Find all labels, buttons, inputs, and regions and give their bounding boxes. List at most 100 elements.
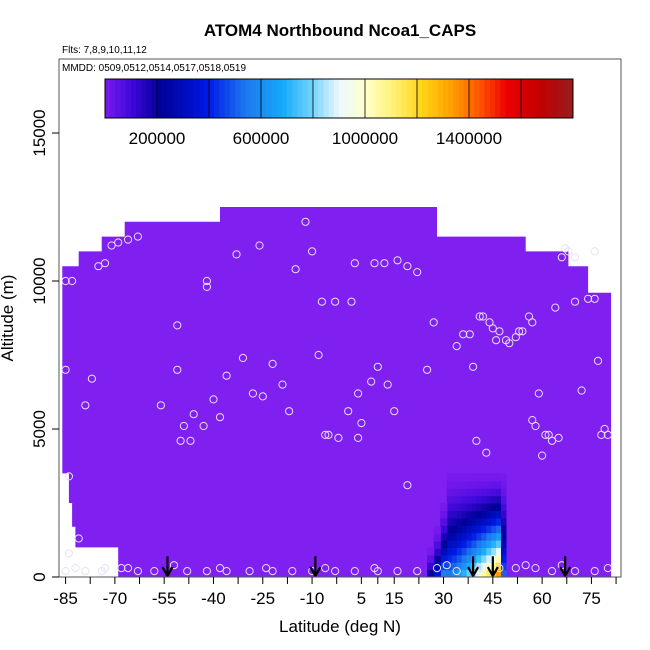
hotspot-cell <box>466 525 472 534</box>
colorbar-cell <box>531 79 537 118</box>
flight-point <box>511 564 520 573</box>
hotspot-cell <box>496 569 502 577</box>
colorbar-cell <box>193 79 199 118</box>
colorbar-cell <box>323 79 329 118</box>
flight-point <box>61 567 70 576</box>
colorbar-cell <box>443 79 449 118</box>
colorbar-cell <box>536 79 543 118</box>
hotspot-cell <box>446 473 453 482</box>
colorbar-cell <box>120 79 127 118</box>
colorbar-cell <box>287 79 293 118</box>
flight-point <box>584 294 593 303</box>
hotspot-cell <box>461 473 468 482</box>
hotspot-cell <box>451 554 458 563</box>
colorbar-cell <box>328 79 335 118</box>
flight-point <box>262 564 271 573</box>
flight-point <box>380 259 389 268</box>
hotspot-cell <box>466 517 472 526</box>
flight-point <box>321 430 330 439</box>
hotspot-cell <box>446 495 453 504</box>
hotspot-cell <box>461 510 468 519</box>
hotspot-cell <box>476 525 482 534</box>
colorbar-cell <box>157 79 163 118</box>
flight-point <box>222 371 231 380</box>
hotspot-cell <box>461 547 468 556</box>
colorbar-cell <box>359 79 366 118</box>
hotspot-cell <box>481 473 487 482</box>
hotspot-cell <box>486 517 492 526</box>
flight-point <box>350 567 359 576</box>
hotspot-cell <box>451 517 458 526</box>
colorbar-cell <box>271 79 277 118</box>
hotspot-cell <box>476 554 482 563</box>
hotspot-cell <box>433 555 441 564</box>
hotspot-cell <box>446 525 453 534</box>
colorbar-cell <box>146 79 153 118</box>
flight-point <box>183 567 192 576</box>
flight-point <box>173 321 182 330</box>
flight-point <box>518 327 527 336</box>
colorbar-cell <box>432 79 439 118</box>
flight-point <box>531 421 540 431</box>
colorbar-cell <box>229 79 236 118</box>
flight-point <box>557 253 566 262</box>
hotspot-cell <box>427 562 435 571</box>
hotspot-cell <box>471 503 477 511</box>
colorbar-cell <box>396 79 402 118</box>
hotspot-cell <box>501 473 507 482</box>
data-envelope <box>62 207 612 577</box>
colorbar-cell <box>526 79 532 118</box>
colorbar-cell <box>484 79 491 118</box>
colorbar-cell <box>307 79 314 118</box>
hotspot-cell <box>446 517 453 526</box>
hotspot-cell <box>461 562 468 571</box>
takeoff-arrow <box>559 556 572 577</box>
hotspot-cell <box>486 562 492 571</box>
flight-point <box>179 421 188 431</box>
flight-point <box>475 312 484 321</box>
flight-point <box>268 359 277 368</box>
flight-point <box>331 567 340 576</box>
hotspot-cell <box>486 547 492 556</box>
colorbar-tick-label: 1000000 <box>332 129 398 148</box>
hotspot-cell <box>461 503 468 511</box>
hotspot-cell <box>433 562 441 571</box>
hotspot-cell <box>496 554 502 563</box>
flight-point <box>570 253 580 262</box>
colorbar-cell <box>172 79 179 118</box>
hotspot-cell <box>451 525 458 534</box>
colorbar-cell <box>188 79 194 118</box>
hotspot-cell <box>446 503 453 511</box>
flight-point <box>478 312 488 321</box>
x-tick-label: -10 <box>300 589 325 608</box>
flight-point <box>258 392 267 401</box>
hotspot-cell <box>481 562 487 571</box>
hotspot-cell <box>481 517 487 526</box>
x-tick-label: 45 <box>483 589 502 608</box>
hotspot-cell <box>496 495 502 504</box>
colorbar-cell <box>344 79 350 118</box>
flight-point <box>308 247 317 256</box>
flight-point <box>156 401 165 410</box>
colorbar-cell <box>141 79 147 118</box>
hotspot-cell <box>451 562 458 571</box>
flight-point <box>590 567 599 576</box>
colorbar-cell <box>276 79 283 118</box>
colorbar-cell <box>333 79 340 118</box>
colorbar-cell <box>500 79 506 118</box>
hotspot-cell <box>496 510 502 519</box>
flight-point <box>390 407 399 416</box>
flight-point <box>222 567 231 576</box>
takeoff-arrow <box>161 556 174 577</box>
hotspot-cell <box>440 540 448 548</box>
flight-point <box>114 238 123 247</box>
hotspot-cell <box>491 510 497 519</box>
flight-point <box>268 567 277 576</box>
hotspot-cell <box>440 532 448 541</box>
flight-point <box>593 356 603 365</box>
flight-point <box>554 433 563 442</box>
hotspot-cell <box>456 525 463 534</box>
hotspot-cell <box>491 495 497 504</box>
hotspot-cells <box>427 473 507 577</box>
colorbar-cell <box>302 79 309 118</box>
